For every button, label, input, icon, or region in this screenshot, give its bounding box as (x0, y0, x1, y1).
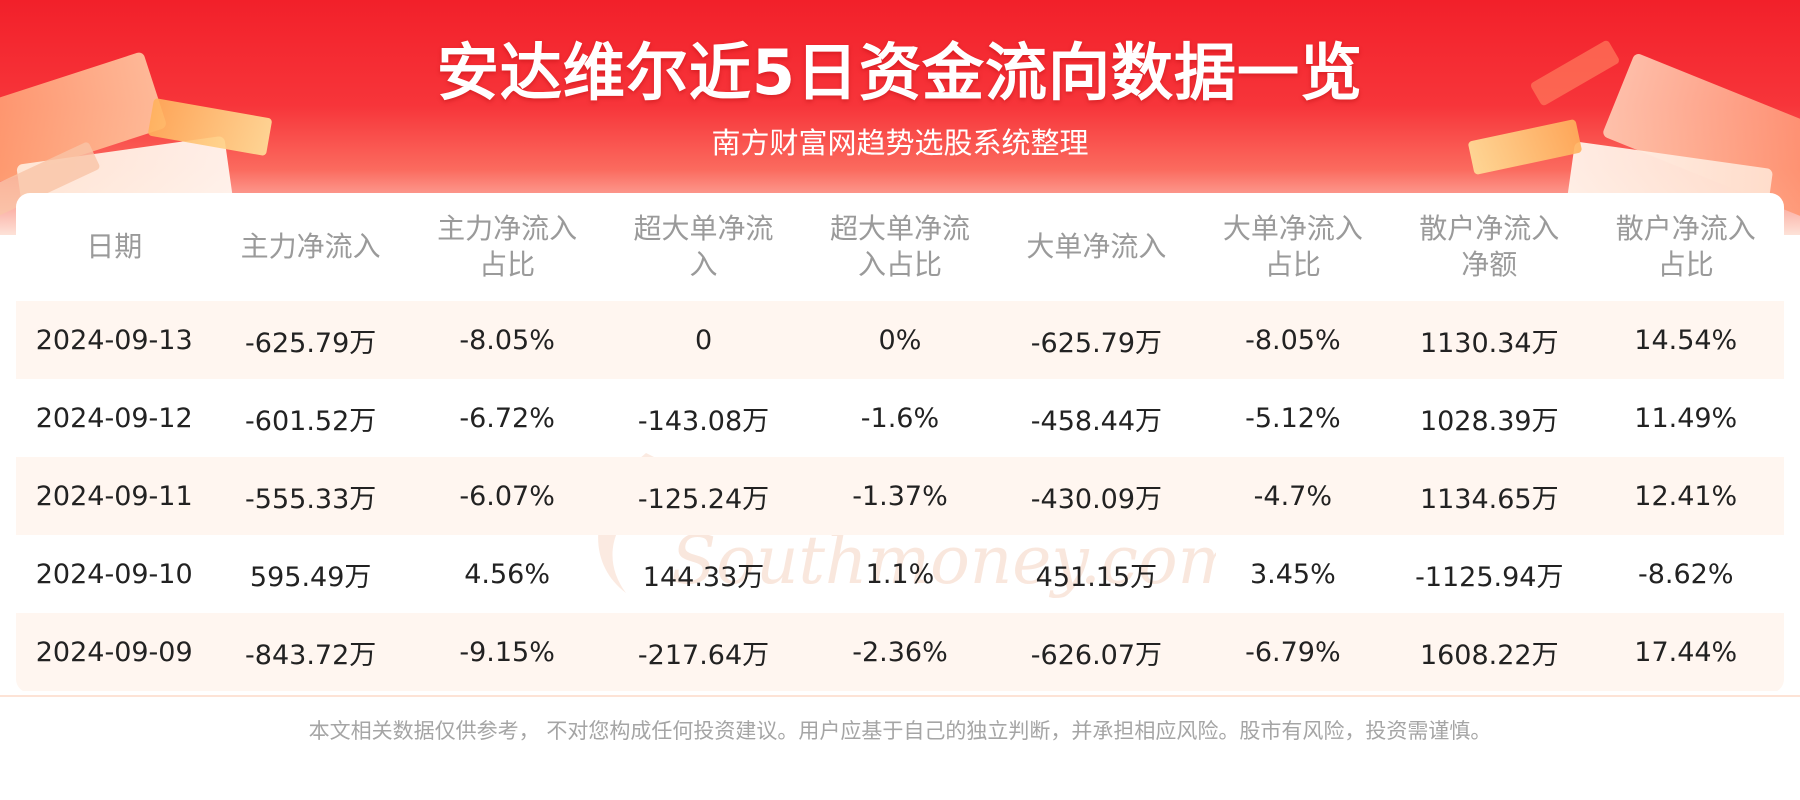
table-row: 2024-09-10 595.49万 4.56% 144.33万 1.1% 45… (16, 535, 1784, 613)
cell-large-net: -625.79万 (998, 301, 1195, 379)
col-header-label: 大单净流入占比 (1222, 212, 1363, 281)
col-header-label: 散户净流入净额 (1419, 212, 1560, 281)
cell-super-large-ratio: -2.36% (801, 613, 999, 691)
cell-retail-ratio: -8.62% (1637, 558, 1734, 590)
page-title: 安达维尔近5日资金流向数据一览 (436, 36, 1364, 109)
cell-date: 2024-09-10 (35, 558, 193, 590)
cell-large-net: -430.09万 (998, 457, 1195, 535)
table-row: 2024-09-11 -555.33万 -6.07% -125.24万 -1.3… (16, 457, 1784, 535)
cell-large-ratio: -6.79% (1194, 613, 1392, 691)
col-header-large-ratio: 大单净流入占比 (1195, 193, 1391, 301)
cell-retail-ratio: 14.54% (1587, 301, 1784, 379)
cell-retail-ratio: 11.49% (1634, 402, 1738, 434)
cell-large-net: -626.07万 (998, 613, 1195, 691)
cell-main-net-inflow: -601.52万 (245, 405, 377, 437)
cell-date: 2024-09-11 (16, 457, 213, 535)
col-header-main-net-ratio: 主力净流入占比 (409, 193, 605, 301)
cell-super-large-ratio: 0% (801, 301, 999, 379)
cell-main-net-ratio: 4.56% (464, 558, 550, 590)
col-header-label: 主力净流入 (240, 230, 381, 263)
cell-date: 2024-09-12 (35, 402, 193, 434)
cell-main-net-inflow: -843.72万 (212, 613, 409, 691)
col-header-main-net-inflow: 主力净流入 (212, 193, 408, 301)
cell-date: 2024-09-13 (16, 301, 213, 379)
col-header-retail-net: 散户净流入净额 (1391, 193, 1587, 301)
cell-super-large-net: -125.24万 (605, 457, 802, 535)
fund-flow-table: 日期 主力净流入 主力净流入占比 超大单净流入 超大单净流入占比 大单净流入 大… (16, 193, 1784, 691)
cell-super-large-net: 0 (605, 301, 802, 379)
cell-large-ratio: -5.12% (1245, 402, 1341, 434)
col-header-date: 日期 (16, 193, 212, 301)
cell-main-net-ratio: -6.72% (459, 402, 555, 434)
cell-large-ratio: -4.7% (1194, 457, 1392, 535)
cell-super-large-net: -217.64万 (605, 613, 802, 691)
cell-date: 2024-09-09 (16, 613, 213, 691)
col-header-retail-ratio: 散户净流入占比 (1588, 193, 1785, 301)
table-row: 2024-09-09 -843.72万 -9.15% -217.64万 -2.3… (16, 613, 1784, 691)
cell-retail-net: 1608.22万 (1391, 613, 1588, 691)
table-row: 2024-09-12 -601.52万 -6.72% -143.08万 -1.6… (16, 379, 1784, 457)
cell-retail-net: 1130.34万 (1391, 301, 1588, 379)
page-subtitle: 南方财富网趋势选股系统整理 (711, 126, 1089, 160)
cell-main-net-ratio: -8.05% (408, 301, 606, 379)
cell-main-net-inflow: -555.33万 (212, 457, 409, 535)
cell-large-net: 451.15万 (1035, 561, 1158, 593)
table-header-row: 日期 主力净流入 主力净流入占比 超大单净流入 超大单净流入占比 大单净流入 大… (16, 193, 1784, 301)
cell-main-net-inflow: 595.49万 (249, 561, 372, 593)
col-header-super-large-ratio: 超大单净流入占比 (802, 193, 998, 301)
col-header-large-net: 大单净流入 (998, 193, 1194, 301)
col-header-label: 超大单净流入占比 (829, 212, 970, 281)
cell-main-net-inflow: -625.79万 (212, 301, 409, 379)
data-card: 南方财富网 Southmoney.com 日期 主力净流入 主力净流入占比 超大… (16, 193, 1784, 693)
cell-large-ratio: -8.05% (1194, 301, 1392, 379)
col-header-label: 主力净流入占比 (437, 212, 578, 281)
col-header-label: 大单净流入 (1026, 230, 1167, 263)
col-header-label: 超大单净流入 (633, 212, 774, 281)
col-header-label: 散户净流入占比 (1615, 212, 1756, 281)
cell-super-large-ratio: 1.1% (865, 558, 935, 590)
col-header-super-large-net: 超大单净流入 (605, 193, 801, 301)
cell-retail-net: -1125.94万 (1415, 561, 1564, 593)
cell-main-net-ratio: -6.07% (408, 457, 606, 535)
col-header-label: 日期 (86, 230, 143, 263)
table-row: 2024-09-13 -625.79万 -8.05% 0 0% -625.79万… (16, 301, 1784, 379)
disclaimer-footer: 本文相关数据仅供参考， 不对您构成任何投资建议。用户应基于自己的独立判断，并承担… (0, 695, 1800, 745)
cell-super-large-net: 144.33万 (642, 561, 765, 593)
cell-retail-net: 1028.39万 (1419, 405, 1559, 437)
cell-super-large-ratio: -1.6% (860, 402, 940, 434)
cell-super-large-net: -143.08万 (637, 405, 770, 437)
cell-super-large-ratio: -1.37% (801, 457, 999, 535)
cell-retail-net: 1134.65万 (1391, 457, 1588, 535)
cell-retail-ratio: 12.41% (1587, 457, 1784, 535)
cell-large-net: -458.44万 (1030, 405, 1163, 437)
cell-main-net-ratio: -9.15% (408, 613, 606, 691)
cell-large-ratio: 3.45% (1249, 558, 1336, 590)
cell-retail-ratio: 17.44% (1587, 613, 1784, 691)
